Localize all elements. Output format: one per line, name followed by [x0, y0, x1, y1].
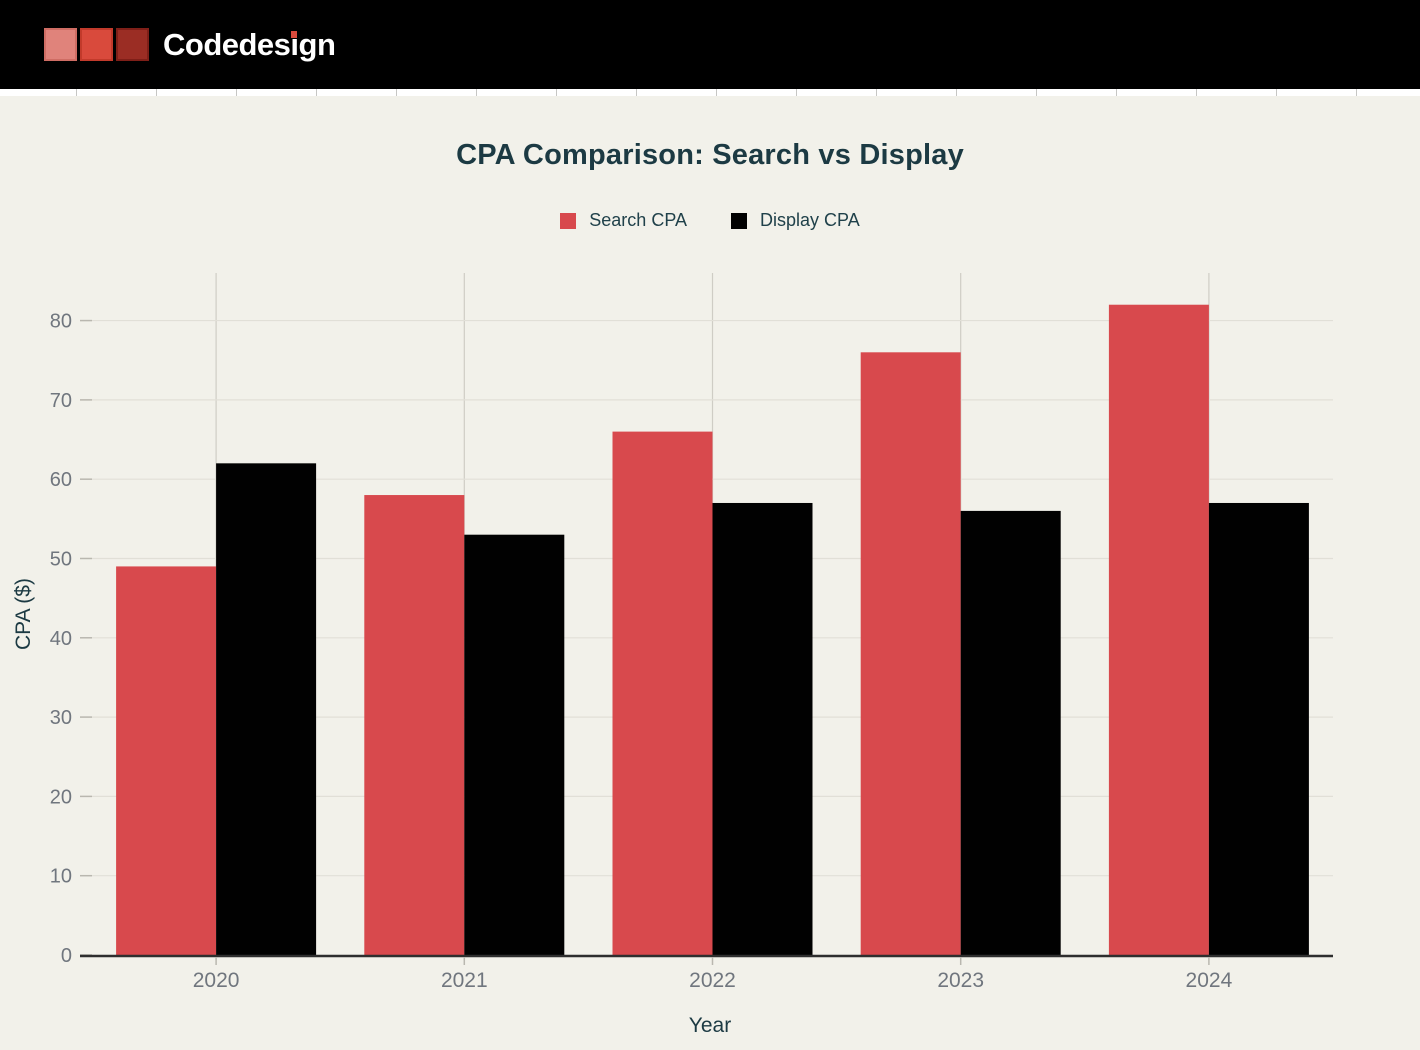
svg-text:2022: 2022: [689, 969, 736, 992]
logo-text-post: gn: [298, 27, 336, 62]
logo-squares-icon: [44, 28, 149, 61]
svg-text:20: 20: [50, 786, 72, 808]
svg-text:40: 40: [50, 628, 72, 650]
svg-text:70: 70: [50, 390, 72, 412]
x-axis-title: Year: [688, 1014, 732, 1037]
svg-text:2023: 2023: [937, 969, 984, 992]
logo-square-light-icon: [44, 28, 77, 61]
svg-text:2020: 2020: [193, 969, 240, 992]
svg-text:10: 10: [50, 866, 72, 888]
legend-label-search: Search CPA: [589, 210, 687, 230]
logo-text-pre: Codedes: [163, 27, 291, 62]
svg-text:0: 0: [61, 945, 72, 967]
legend-swatch-search-icon: [560, 212, 577, 229]
legend-swatch-display-icon: [731, 212, 747, 229]
svg-text:60: 60: [50, 469, 72, 491]
chart-legend: Search CPA Display CPA: [0, 210, 1420, 231]
legend-item-display-cpa[interactable]: Display CPA: [731, 210, 860, 231]
chart-title: CPA Comparison: Search vs Display: [456, 139, 964, 171]
header-bar: Codedesign: [0, 0, 1420, 89]
svg-text:80: 80: [50, 311, 72, 333]
logo-text: Codedesign: [163, 27, 336, 62]
logo-square-dark-icon: [116, 28, 149, 61]
codedesign-logo[interactable]: Codedesign: [44, 27, 336, 62]
legend-item-search-cpa[interactable]: Search CPA: [560, 210, 687, 231]
svg-text:2024: 2024: [1186, 969, 1233, 992]
svg-text:50: 50: [50, 548, 72, 570]
y-axis-title: CPA ($): [12, 578, 35, 650]
logo-text-i: i: [290, 27, 299, 62]
logo-square-medium-icon: [80, 28, 113, 61]
legend-label-display: Display CPA: [760, 210, 860, 230]
svg-text:30: 30: [50, 707, 72, 729]
ruler-strip: [0, 89, 1420, 96]
svg-text:2021: 2021: [441, 969, 488, 992]
